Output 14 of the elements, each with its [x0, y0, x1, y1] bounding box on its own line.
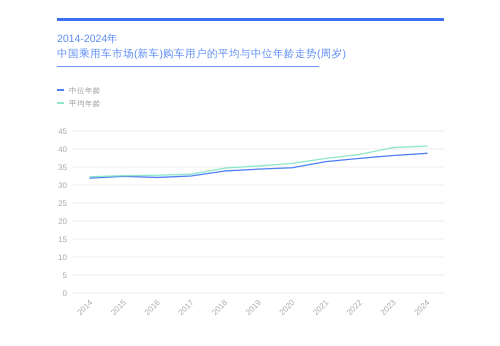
y-tick-label: 40: [58, 145, 68, 154]
y-tick-label: 25: [58, 199, 68, 208]
y-tick-label: 35: [58, 163, 68, 172]
line-series: [89, 152, 428, 179]
y-tick-label: 5: [62, 271, 68, 280]
y-tick-label: 15: [58, 235, 68, 244]
line-series: [89, 145, 428, 178]
y-tick-label: 0: [62, 289, 68, 298]
y-tick-label: 10: [58, 253, 68, 262]
y-tick-label: 20: [58, 217, 68, 226]
chart-title: 2014-2024年: [57, 33, 118, 45]
chart-subtitle: 中国乘用车市场(新车)购车用户的平均与中位年龄走势(周岁): [57, 47, 346, 60]
y-tick-label: 45: [58, 127, 68, 136]
y-tick-label: 30: [58, 181, 68, 190]
